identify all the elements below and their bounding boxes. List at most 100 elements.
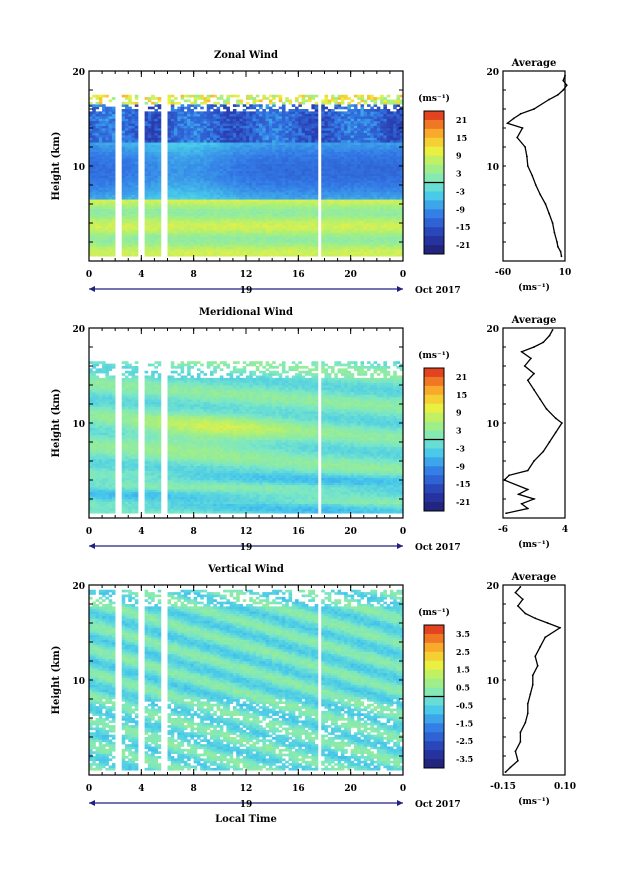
heatmap-cell (239, 163, 244, 167)
heatmap-cell (200, 144, 204, 148)
heatmap-cell (151, 128, 155, 131)
heatmap-cell (334, 182, 338, 186)
heatmap-cell (121, 180, 126, 183)
heatmap-cell (239, 253, 244, 257)
heatmap-cell (219, 94, 224, 98)
heatmap-cell (144, 113, 149, 117)
heatmap-cell (337, 175, 342, 179)
heatmap-cell (196, 253, 201, 257)
heatmap-cell (249, 206, 253, 210)
heatmap-cell (324, 201, 329, 205)
heatmap-cell (331, 97, 335, 100)
heatmap-cell (331, 227, 335, 231)
heatmap-cell (183, 147, 188, 150)
heatmap-cell (321, 106, 325, 110)
heatmap-cell (124, 213, 129, 217)
heatmap-cell (131, 113, 136, 117)
heatmap-cell (252, 194, 257, 198)
heatmap-cell (321, 156, 325, 160)
heatmap-cell (265, 149, 270, 153)
heatmap-cell (95, 123, 100, 126)
heatmap-cell (144, 97, 149, 100)
heatmap-cell (236, 234, 240, 238)
heatmap-cell (288, 175, 293, 179)
heatmap-cell (177, 249, 181, 252)
heatmap-cell (216, 223, 221, 226)
heatmap-cell (124, 97, 129, 100)
heatmap-cell (183, 234, 188, 238)
heatmap-cell (121, 149, 126, 153)
heatmap-cell (193, 192, 198, 195)
heatmap-cell (102, 135, 106, 138)
heatmap-cell (124, 194, 129, 198)
heatmap-cell (350, 173, 355, 176)
heatmap-cell (147, 168, 152, 172)
heatmap-cell (291, 113, 296, 117)
heatmap-cell (327, 204, 332, 207)
heatmap-cell (183, 211, 188, 214)
heatmap-cell (295, 170, 299, 174)
heatmap-cell (203, 97, 208, 100)
heatmap-cell (190, 187, 194, 191)
heatmap-cell (131, 189, 136, 193)
heatmap-cell (226, 185, 230, 188)
heatmap-cell (347, 111, 351, 115)
heatmap-cell (340, 187, 345, 191)
heatmap-cell (124, 208, 129, 212)
heatmap-cell (134, 132, 139, 136)
heatmap-cell (92, 137, 96, 141)
heatmap-cell (147, 242, 152, 245)
heatmap-cell (121, 158, 126, 162)
heatmap-cell (281, 144, 286, 148)
heatmap-cell (219, 232, 224, 236)
heatmap-cell (187, 128, 191, 131)
heatmap-cell (174, 130, 178, 134)
heatmap-cell (219, 218, 224, 221)
heatmap-cell (216, 253, 221, 257)
heatmap-cell (226, 161, 230, 164)
heatmap-cell (262, 220, 266, 224)
heatmap-cell (304, 239, 309, 243)
heatmap-cell (288, 244, 293, 248)
heatmap-cell (291, 163, 296, 167)
heatmap-cell (196, 189, 201, 193)
heatmap-cell (252, 232, 257, 236)
heatmap-cell (321, 251, 325, 255)
heatmap-cell (174, 168, 178, 172)
heatmap-cell (311, 187, 315, 191)
heatmap-cell (200, 204, 204, 207)
heatmap-cell (206, 227, 211, 231)
heatmap-cell (111, 225, 116, 229)
heatmap-cell (95, 94, 100, 98)
heatmap-cell (203, 223, 208, 226)
heatmap-cell (203, 242, 208, 245)
heatmap-cell (340, 144, 345, 148)
heatmap-cell (229, 237, 234, 240)
heatmap-cell (285, 151, 289, 155)
heatmap-cell (190, 182, 194, 186)
heatmap-cell (170, 94, 175, 98)
heatmap-cell (331, 132, 335, 136)
heatmap-cell (259, 227, 263, 231)
heatmap-cell (170, 137, 175, 141)
heatmap-cell (89, 175, 93, 179)
heatmap-cell (334, 163, 338, 167)
heatmap-cell (187, 144, 191, 148)
heatmap-cell (272, 132, 276, 136)
heatmap-cell (259, 130, 263, 134)
heatmap-cell (226, 170, 230, 174)
heatmap-cell (357, 149, 361, 153)
heatmap-cell (255, 189, 260, 193)
heatmap-cell (232, 120, 237, 124)
heatmap-cell (183, 144, 188, 148)
heatmap-cell (183, 206, 188, 210)
heatmap-cell (249, 128, 253, 131)
heatmap-cell (262, 201, 266, 205)
heatmap-cell (190, 230, 194, 233)
heatmap-cell (128, 147, 132, 150)
heatmap-cell (154, 192, 158, 195)
heatmap-cell (180, 116, 185, 119)
heatmap-cell (157, 223, 162, 226)
heatmap-cell (357, 144, 361, 148)
heatmap-cell (272, 163, 276, 167)
